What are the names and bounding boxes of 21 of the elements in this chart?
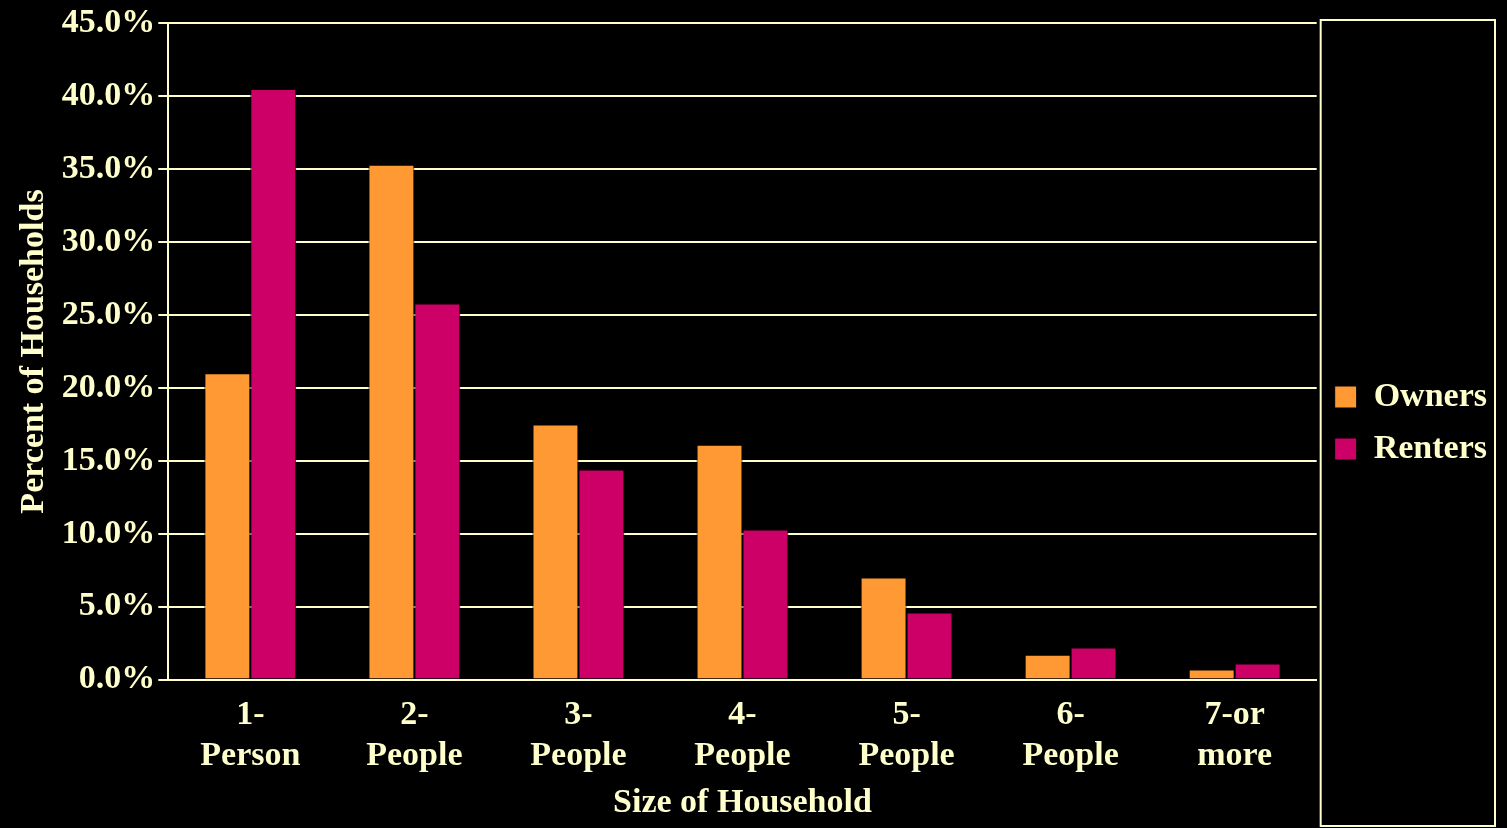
y-tick-label: 5.0%: [78, 585, 156, 623]
y-tick-label: 40.0%: [61, 75, 156, 113]
y-tick-label: 0.0%: [78, 658, 156, 696]
y-tick-label: 10.0%: [61, 512, 156, 550]
x-axis-title: Size of Household: [613, 782, 872, 820]
x-tick-label: 5- People: [858, 693, 955, 772]
x-tick-label: 1- Person: [200, 693, 301, 772]
legend-label: Owners: [1373, 375, 1488, 413]
y-tick-label: 20.0%: [61, 366, 156, 404]
legend-label: Renters: [1373, 427, 1487, 465]
y-tick-label: 45.0%: [61, 2, 156, 40]
y-tick-label: 25.0%: [61, 293, 156, 331]
y-axis-title: Percent of Households: [13, 189, 51, 514]
x-tick-label: 2- People: [366, 693, 463, 772]
y-tick-label: 15.0%: [61, 439, 156, 477]
y-tick-label: 35.0%: [61, 148, 156, 185]
x-tick-label: 6- People: [1022, 693, 1119, 772]
x-tick-label: 7-or more: [1197, 693, 1273, 772]
y-tick-label: 30.0%: [61, 220, 156, 258]
x-tick-label: 4- People: [694, 693, 791, 772]
x-tick-label: 3- People: [530, 693, 627, 772]
